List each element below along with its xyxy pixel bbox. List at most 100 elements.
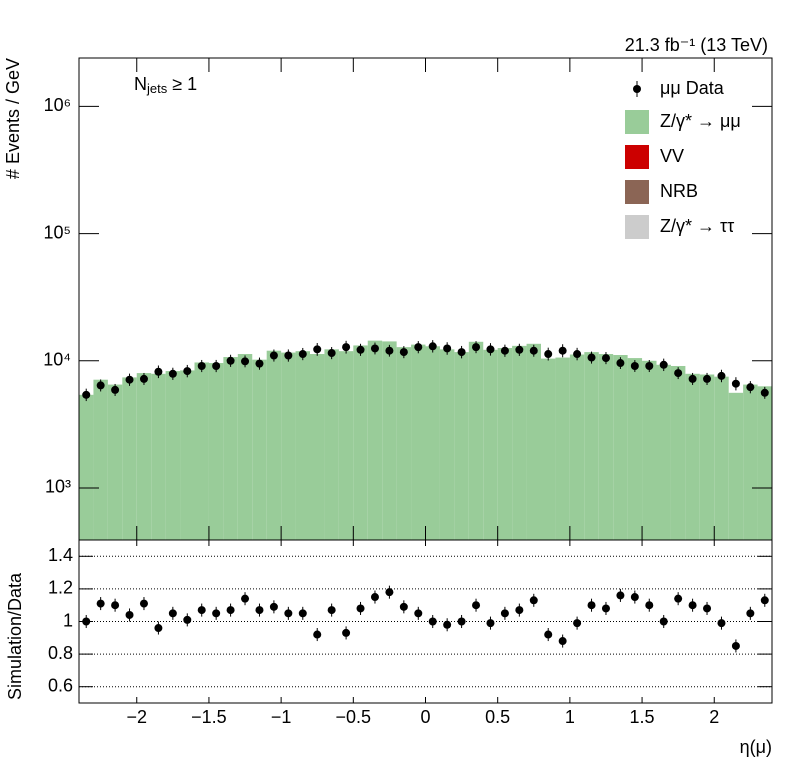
mc-bar [598, 354, 614, 540]
ratio-point [688, 601, 697, 610]
ratio-point [731, 641, 740, 650]
data-point [327, 349, 336, 358]
mc-bar [685, 373, 700, 540]
mc-bar [526, 343, 541, 540]
ratio-point [573, 619, 582, 628]
mc-bar [396, 347, 412, 540]
ratio-point [168, 609, 177, 618]
legend-label: NRB [660, 181, 698, 201]
ratio-point [298, 609, 307, 618]
data-point [486, 345, 495, 354]
data-point [370, 344, 379, 353]
mc-bar [757, 386, 772, 540]
ratio-point [284, 609, 293, 618]
data-point [601, 354, 610, 363]
data-point [616, 359, 625, 368]
legend-label: Z/γ* → μμ [660, 111, 741, 131]
mc-bar [656, 364, 671, 540]
data-point [731, 379, 740, 388]
ratio-point [486, 619, 495, 628]
ratio-point [96, 599, 105, 608]
ratio-point [760, 596, 769, 605]
mc-bar [699, 374, 715, 540]
ratio-point [630, 593, 639, 602]
mc-bar [165, 371, 181, 540]
ratio-y-axis-label: Simulation/Data [5, 572, 25, 700]
ratio-point [399, 602, 408, 611]
ratio-point [659, 617, 668, 626]
annotation-sub: jets [146, 81, 168, 96]
data-point [399, 348, 408, 357]
ratio-point [601, 604, 610, 613]
x-tick-label: 2 [709, 707, 719, 727]
ratio-point [356, 604, 365, 613]
mc-bar [483, 349, 498, 540]
x-tick-label: −1.5 [191, 707, 227, 727]
data-point [356, 345, 365, 354]
data-point [241, 357, 250, 366]
y-tick-label: 10⁴ [43, 350, 71, 370]
y-axis-label: # Events / GeV [3, 58, 23, 179]
mc-bar [180, 370, 195, 540]
mc-bar [93, 379, 108, 540]
data-point [168, 369, 177, 378]
data-point [674, 369, 683, 378]
ratio-point [212, 609, 221, 618]
mc-bar [541, 358, 556, 540]
mc-bar [382, 341, 397, 540]
ratio-point [255, 606, 264, 615]
data-point [154, 367, 163, 376]
x-tick-label: −2 [126, 707, 147, 727]
mc-bar [353, 345, 368, 540]
data-point [255, 359, 264, 368]
mc-bar [367, 340, 383, 540]
data-point [212, 361, 221, 370]
lumi: 21.3 fb⁻¹ (13 TeV) [625, 35, 768, 55]
mc-bar [194, 362, 209, 540]
mc-bar [411, 344, 426, 540]
mc-bar [454, 352, 469, 540]
data-point [717, 371, 726, 380]
mc-bar [151, 373, 166, 540]
mc-bar [670, 365, 686, 540]
data-point [139, 374, 148, 383]
data-point [284, 351, 293, 360]
legend-swatch [625, 180, 649, 204]
x-axis-label: η(μ) [740, 737, 772, 757]
mc-bar [223, 357, 238, 540]
data-point [500, 346, 509, 355]
mc-bar [310, 354, 325, 540]
legend-label: Z/γ* → ττ [660, 216, 734, 236]
mc-bar [728, 392, 744, 540]
legend-swatch [625, 145, 649, 169]
legend-label: μμ Data [660, 78, 725, 98]
mc-bar [252, 359, 267, 540]
ratio-point [313, 630, 322, 639]
mc-bar [439, 349, 455, 540]
y-tick-label: 1.2 [48, 578, 73, 598]
data-point [385, 346, 394, 355]
ratio-point [544, 630, 553, 639]
ratio-point [125, 610, 134, 619]
mc-bar [642, 360, 657, 540]
x-tick-label: 0 [420, 707, 430, 727]
mc-bar [627, 358, 643, 540]
data-point [457, 348, 466, 357]
ratio-point [674, 594, 683, 603]
ratio-point [616, 591, 625, 600]
ratio-point [428, 617, 437, 626]
ratio-point [529, 596, 538, 605]
data-point [573, 350, 582, 359]
mc-bar [281, 352, 296, 540]
mc-bar [743, 384, 758, 540]
ratio-point [226, 606, 235, 615]
data-point [703, 374, 712, 383]
data-point [472, 343, 481, 352]
ratio-point [587, 601, 596, 610]
ratio-point [515, 606, 524, 615]
ratio-point [197, 606, 206, 615]
data-point [342, 343, 351, 352]
mc-bar [79, 394, 94, 540]
y-tick-label: 10⁶ [44, 95, 71, 115]
data-point [529, 346, 538, 355]
